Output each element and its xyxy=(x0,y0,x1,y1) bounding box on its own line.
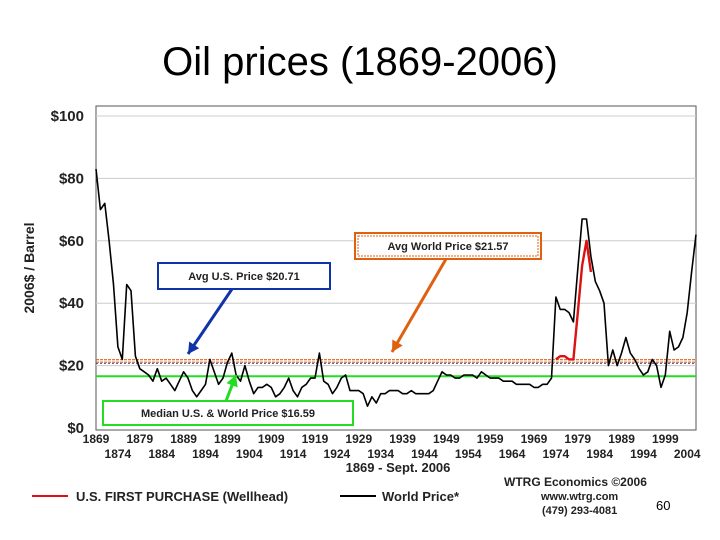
x-tick-label: 1934 xyxy=(367,447,394,461)
x-tick-label: 1904 xyxy=(236,447,263,461)
x-tick-label: 2004 xyxy=(674,447,701,461)
x-tick-label: 1984 xyxy=(586,447,613,461)
annotation-avg-world-arrow xyxy=(390,258,448,353)
credit-block: WTRG Economics ©2006 www.wtrg.com (479) … xyxy=(504,475,647,517)
annotation-avg-us-box xyxy=(157,262,331,290)
x-tick-label: 1969 xyxy=(521,432,548,446)
x-tick-label: 1894 xyxy=(192,447,219,461)
credit-line-1: WTRG Economics ©2006 xyxy=(504,475,647,489)
y-tick-label: $0 xyxy=(67,420,84,437)
y-tick-label: $100 xyxy=(51,108,84,125)
x-tick-label: 1884 xyxy=(148,447,175,461)
x-tick-label: 1889 xyxy=(170,432,197,446)
legend-label-us: U.S. FIRST PURCHASE (Wellhead) xyxy=(76,489,288,504)
series-layer xyxy=(95,168,697,407)
annotation-avg-us-text: Avg U.S. Price $20.71 xyxy=(188,271,300,283)
annotation-avg-us-arrowhead xyxy=(188,341,200,354)
x-axis-ticks: 1869 1879 1889 1899 1909 1919 1929 1939 1949 1959… xyxy=(83,432,701,461)
slide-number: 60 xyxy=(656,498,671,513)
annotation-avg-world-box xyxy=(354,232,542,260)
x-tick-label: 1999 xyxy=(652,432,679,446)
legend: U.S. FIRST PURCHASE (Wellhead) World Pri… xyxy=(32,489,460,504)
credit-line-3: (479) 293-4081 xyxy=(542,505,617,517)
series-us-first-purchase xyxy=(555,239,593,361)
annotation-median-text: Median U.S. & World Price $16.59 xyxy=(141,408,315,420)
x-tick-label: 1919 xyxy=(302,432,329,446)
x-tick-label: 1879 xyxy=(126,432,153,446)
x-tick-label: 1989 xyxy=(608,432,635,446)
credit-line-2: www.wtrg.com xyxy=(540,491,618,503)
legend-label-world: World Price* xyxy=(382,489,460,504)
x-tick-label: 1924 xyxy=(324,447,351,461)
x-tick-label: 1939 xyxy=(389,432,416,446)
y-tick-label: $60 xyxy=(59,233,84,250)
x-tick-label: 1944 xyxy=(411,447,438,461)
x-tick-label: 1899 xyxy=(214,432,241,446)
annotations: Avg World Price $21.57 Avg U.S. Price $20… xyxy=(102,232,542,426)
y-axis-label: 2006$ / Barrel xyxy=(21,222,37,313)
slide-title: Oil prices (1869-2006) xyxy=(162,40,558,84)
x-tick-label: 1964 xyxy=(499,447,526,461)
x-tick-label: 1869 xyxy=(83,432,110,446)
x-tick-label: 1929 xyxy=(345,432,372,446)
reference-lines xyxy=(96,359,696,378)
annotation-median-arrowhead xyxy=(226,375,238,388)
annotation-avg-us-arrow xyxy=(186,288,234,355)
annotation-avg-world-arrowhead xyxy=(392,339,403,352)
x-tick-label: 1979 xyxy=(564,432,591,446)
annotation-avg-world-box-inner xyxy=(357,235,539,257)
x-tick-label: 1974 xyxy=(543,447,570,461)
annotation-avg-world-text: Avg World Price $21.57 xyxy=(387,241,508,253)
series-world-price xyxy=(95,168,697,407)
y-tick-label: $80 xyxy=(59,170,84,187)
x-tick-label: 1909 xyxy=(258,432,285,446)
x-tick-label: 1954 xyxy=(455,447,482,461)
x-axis-label: 1869 - Sept. 2006 xyxy=(346,460,451,475)
y-tick-label: $20 xyxy=(59,358,84,375)
x-tick-label: 1959 xyxy=(477,432,504,446)
x-tick-label: 1994 xyxy=(630,447,657,461)
x-tick-label: 1949 xyxy=(433,432,460,446)
x-tick-label: 1874 xyxy=(105,447,132,461)
y-axis-ticks: $0 $20 $40 $60 $80 $100 xyxy=(51,108,84,437)
y-tick-label: $40 xyxy=(59,295,84,312)
annotation-median-box xyxy=(102,400,354,426)
x-tick-label: 1914 xyxy=(280,447,307,461)
